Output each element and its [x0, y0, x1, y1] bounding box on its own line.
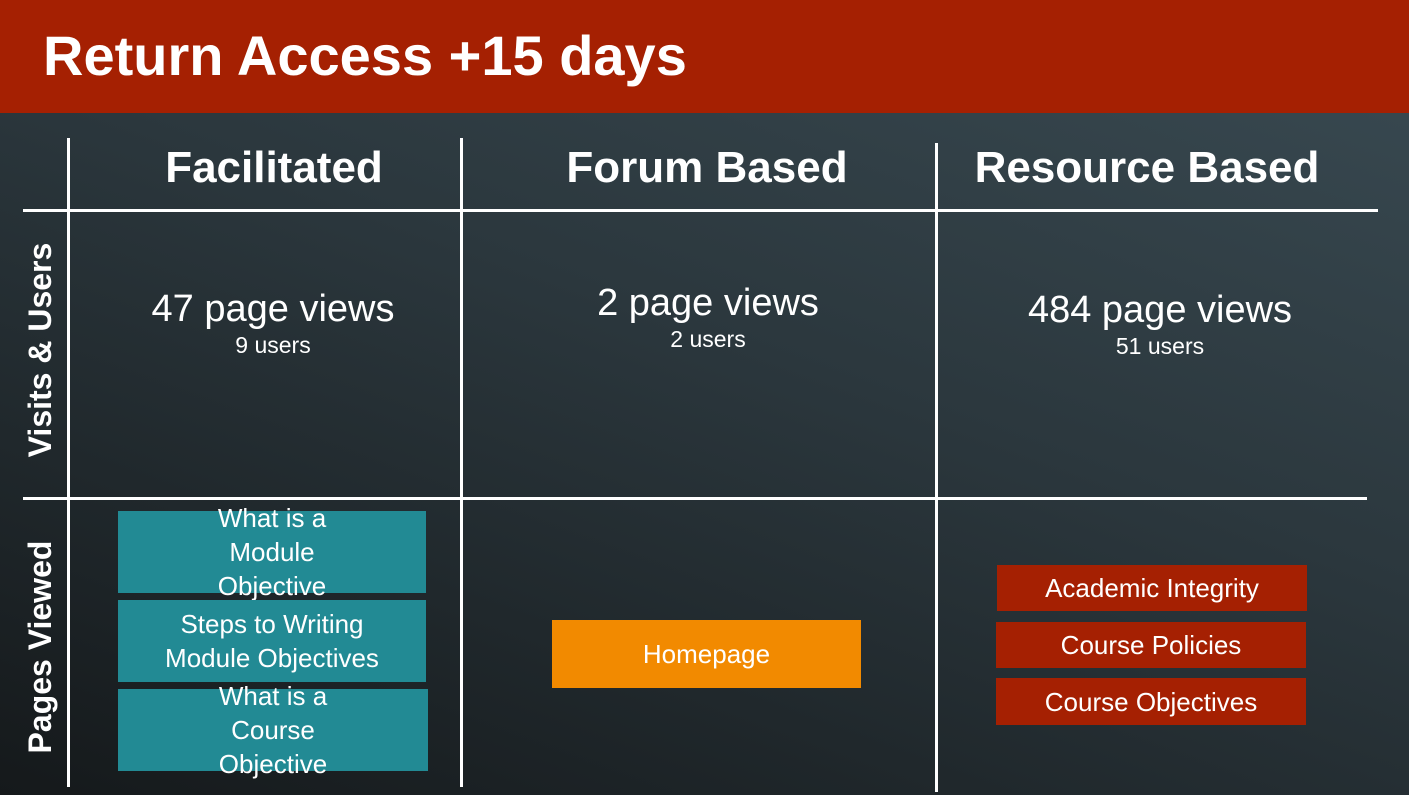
- grid-line: [460, 138, 463, 787]
- page-box: Academic Integrity: [997, 565, 1307, 611]
- users: 9 users: [235, 332, 311, 358]
- page-box: Course Policies: [996, 622, 1306, 668]
- page-box: What is a Course Objective: [118, 681, 428, 779]
- page-box: Steps to Writing Module Objectives: [118, 600, 426, 682]
- page-views: 484 page views: [1027, 289, 1293, 331]
- stat-resource-based: 484 page views 51 users: [938, 288, 1382, 360]
- title-bar: Return Access +15 days: [0, 0, 1409, 113]
- page-box: Homepage: [552, 620, 861, 688]
- grid-line: [23, 497, 1367, 500]
- column-header-resource-based: Resource Based: [974, 143, 1320, 192]
- slide-title: Return Access +15 days: [43, 24, 687, 87]
- grid-line: [23, 209, 1378, 212]
- row-header-visits-users: Visits & Users: [22, 242, 58, 458]
- grid-line: [67, 138, 70, 787]
- column-header-facilitated: Facilitated: [165, 143, 383, 192]
- grid-line: [935, 143, 938, 792]
- users: 2 users: [670, 326, 746, 352]
- page-views: 2 page views: [597, 282, 819, 324]
- page-views: 47 page views: [151, 288, 395, 330]
- users: 51 users: [1115, 333, 1205, 359]
- page-box: Course Objectives: [996, 678, 1306, 725]
- stat-forum-based: 2 page views 2 users: [463, 281, 953, 353]
- page-box: What is a Module Objective: [118, 503, 426, 601]
- stat-facilitated: 47 page views 9 users: [70, 287, 476, 359]
- row-header-pages-viewed: Pages Viewed: [22, 540, 58, 754]
- column-header-forum-based: Forum Based: [566, 143, 848, 192]
